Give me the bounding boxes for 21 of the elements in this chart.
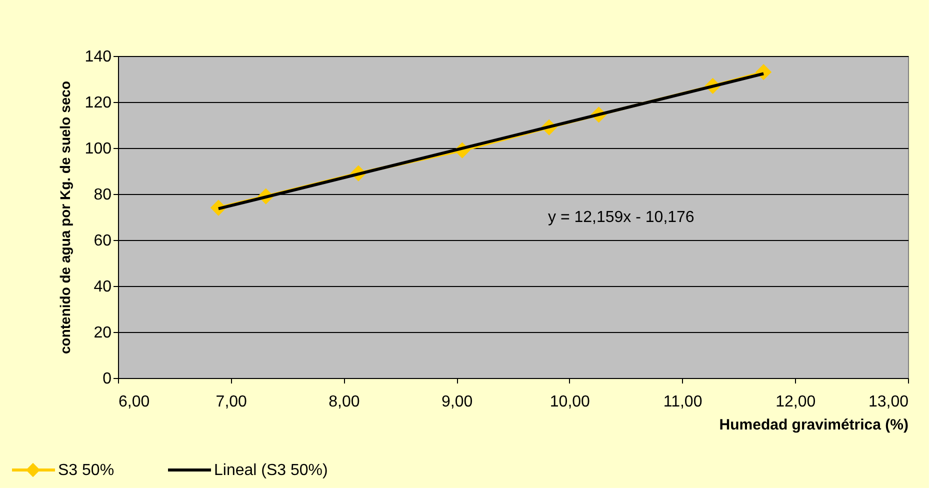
y-tick-label: 140 — [84, 48, 112, 66]
x-tick-label: 12,00 — [776, 394, 816, 410]
x-tick-label: 13,00 — [868, 394, 909, 410]
y-tick-label: 100 — [84, 140, 112, 158]
y-tick-label: 120 — [84, 94, 112, 112]
annotation: y = 12,159x - 10,176 — [548, 209, 694, 226]
y-tick-label: 80 — [94, 186, 112, 204]
x-tick-label: 8,00 — [328, 394, 360, 410]
y-axis-title: contenido de agua por Kg. de suelo seco — [56, 80, 73, 354]
x-tick-label: 9,00 — [442, 394, 473, 410]
legend-label: Lineal (S3 50%) — [214, 462, 328, 479]
x-tick-label: 11,00 — [663, 394, 702, 410]
x-tick-label: 10,00 — [550, 394, 590, 410]
x-tick-label: 7,00 — [216, 394, 248, 410]
legend-label: S3 50% — [58, 462, 114, 479]
y-tick-label: 60 — [94, 232, 112, 250]
y-tick-label: 40 — [94, 278, 112, 296]
x-axis-title: Humedad gravimétrica (%) — [719, 416, 908, 434]
x-tick-label: 6,00 — [118, 394, 150, 410]
y-tick-label: 20 — [94, 324, 112, 342]
y-tick-label: 0 — [102, 370, 112, 388]
